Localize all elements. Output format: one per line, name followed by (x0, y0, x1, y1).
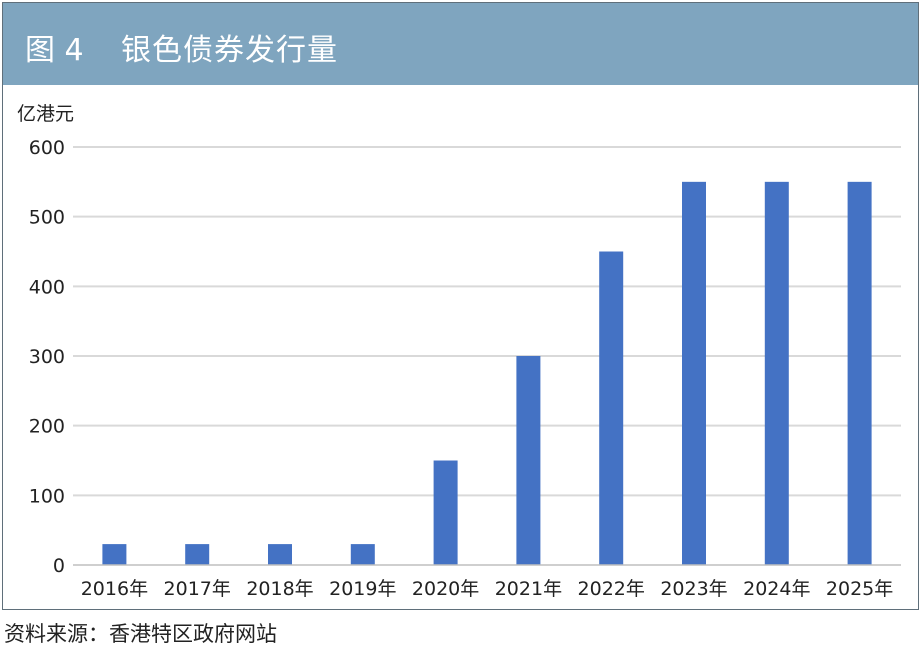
x-tick-label: 2025年 (826, 578, 893, 600)
y-tick-label: 100 (29, 485, 65, 507)
chart-title: 银色债券发行量 (121, 33, 338, 68)
figure-header: 图 4 银色债券发行量 (3, 3, 918, 85)
bar-3 (268, 544, 292, 565)
figure-frame: 图 4 银色债券发行量 亿港元 0 100 200 300 400 500 600 2016年 2… (2, 2, 919, 610)
x-tick-label: 2016年 (81, 578, 148, 600)
x-tick-label: 2024年 (743, 578, 810, 600)
y-tick-label: 400 (29, 276, 65, 298)
x-tick-label: 2021年 (495, 578, 562, 600)
bar-10 (847, 181, 872, 565)
bar-4 (350, 544, 375, 565)
y-tick-label: 200 (29, 416, 65, 438)
x-tick-label: 2017年 (164, 578, 231, 600)
source-note: 资料来源：香港特区政府网站 (4, 622, 277, 646)
bar-8 (682, 181, 706, 565)
bar-6 (516, 356, 541, 565)
y-tick-label: 0 (53, 555, 65, 577)
bar-1 (102, 544, 127, 565)
bar-5 (433, 460, 458, 565)
y-axis-label: 亿港元 (17, 103, 74, 125)
x-tick-label: 2018年 (246, 578, 313, 600)
x-tick-label: 2019年 (329, 578, 396, 600)
y-tick-label: 500 (29, 207, 65, 229)
x-tick-label: 2022年 (578, 578, 645, 600)
y-tick-label: 300 (29, 346, 65, 368)
x-tick-label: 2020年 (412, 578, 479, 600)
bar-9 (764, 181, 789, 565)
figure-label: 图 4 (25, 33, 84, 68)
bar-7 (599, 251, 624, 565)
y-tick-label: 600 (29, 137, 65, 159)
x-tick-label: 2023年 (660, 578, 727, 600)
bar-2 (185, 544, 210, 565)
bar-chart: 亿港元 0 100 200 300 400 500 600 2016年 2017年 2018年 201… (17, 103, 901, 600)
